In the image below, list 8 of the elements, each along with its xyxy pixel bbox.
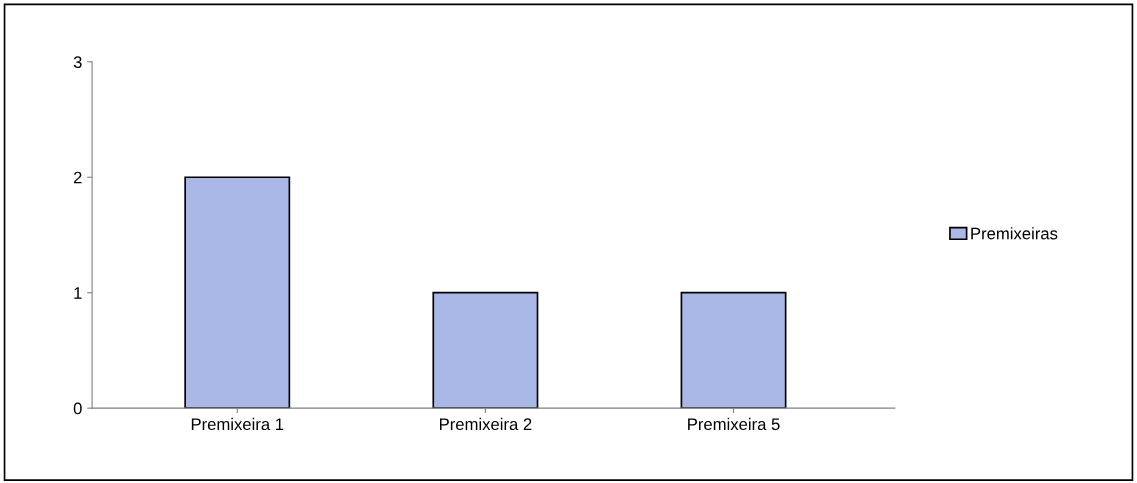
x-tick-label: Premixeira 1 (191, 417, 284, 431)
legend-label: Premixeiras (971, 227, 1058, 240)
x-tick-label: Premixeira 5 (688, 417, 780, 431)
y-tick-label: 2 (73, 171, 82, 184)
y-tick-label: 3 (73, 56, 82, 69)
x-tick-label: Premixeira 2 (439, 417, 532, 431)
y-tick-label: 1 (74, 287, 82, 299)
y-tick-label: 0 (73, 402, 82, 415)
